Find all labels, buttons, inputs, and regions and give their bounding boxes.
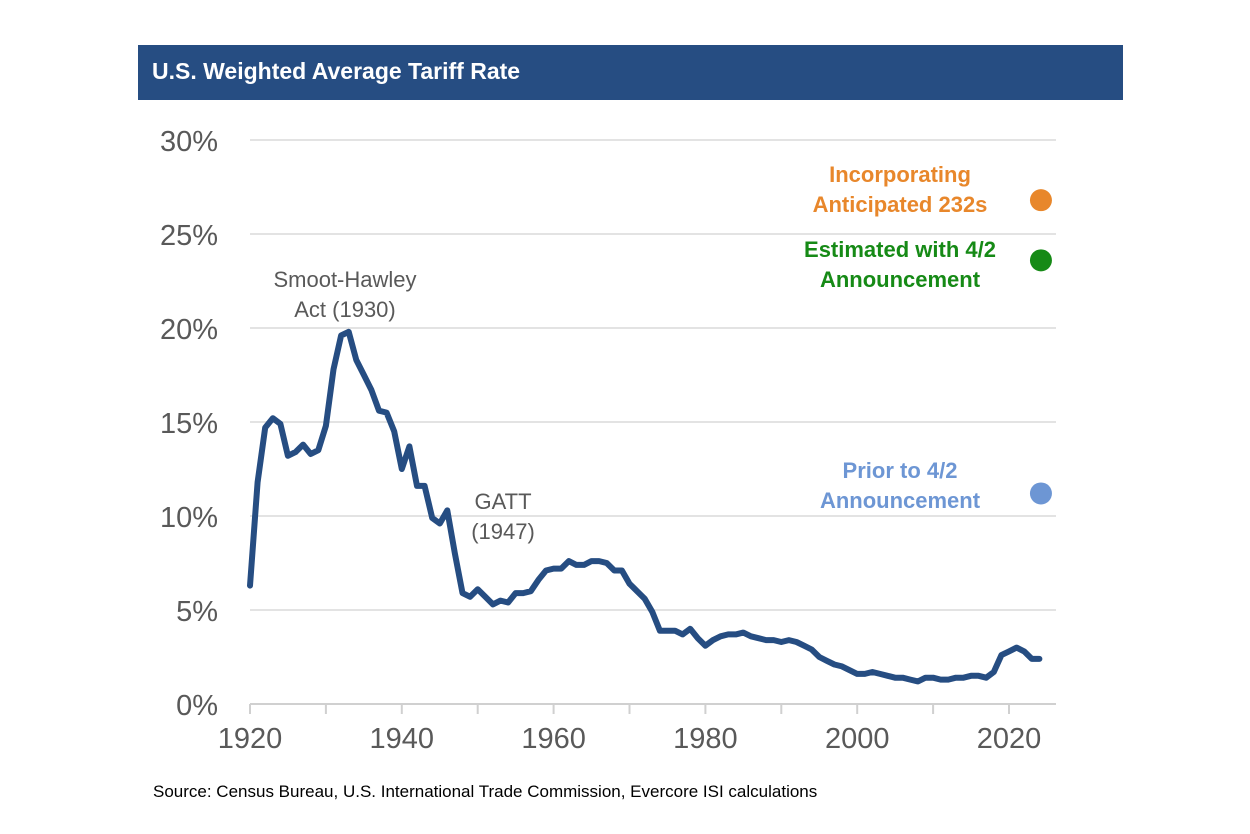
source-note: Source: Census Bureau, U.S. Internationa… — [153, 782, 818, 801]
estimate-points: Incorporating Anticipated 232s Estimated w… — [804, 162, 1052, 513]
y-tick-label: 15% — [160, 408, 218, 440]
point-label: Prior to 4/2 — [843, 458, 958, 483]
y-tick-label: 20% — [160, 314, 218, 346]
x-tick-label: 2020 — [977, 723, 1042, 755]
chart-title-bar: U.S. Weighted Average Tariff Rate — [138, 45, 1123, 100]
point-label: Incorporating — [829, 162, 971, 187]
x-tick-label: 1940 — [370, 723, 435, 755]
y-tick-label: 30% — [160, 126, 218, 158]
annotations: Smoot-Hawley Act (1930) GATT (1947) — [273, 267, 534, 544]
x-tick-label: 1920 — [218, 723, 283, 755]
y-tick-label: 10% — [160, 502, 218, 534]
point-label: Estimated with 4/2 — [804, 237, 996, 262]
tariff-rate-line — [247, 328, 1043, 685]
y-tick-label: 25% — [160, 220, 218, 252]
x-axis-labels: 1920 1940 1960 1980 2000 2020 — [218, 723, 1042, 755]
annotation-label: Act (1930) — [294, 297, 396, 322]
point-label: Announcement — [820, 267, 981, 292]
annotation-label: Smoot-Hawley — [273, 267, 416, 292]
x-tick-label: 1960 — [521, 723, 586, 755]
point-label: Anticipated 232s — [813, 192, 988, 217]
y-axis-labels: 0% 5% 10% 15% 20% 25% 30% — [160, 126, 218, 722]
annotation-label: GATT — [474, 489, 531, 514]
estimate-point — [1029, 249, 1052, 272]
point-label: Announcement — [820, 488, 981, 513]
estimate-point — [1029, 482, 1052, 505]
x-axis — [249, 703, 1056, 714]
x-tick-label: 2000 — [825, 723, 890, 755]
y-tick-label: 5% — [176, 596, 218, 628]
chart-title: U.S. Weighted Average Tariff Rate — [152, 58, 521, 84]
estimate-point — [1029, 189, 1052, 212]
y-tick-label: 0% — [176, 690, 218, 722]
annotation-label: (1947) — [471, 519, 535, 544]
x-tick-label: 1980 — [673, 723, 738, 755]
